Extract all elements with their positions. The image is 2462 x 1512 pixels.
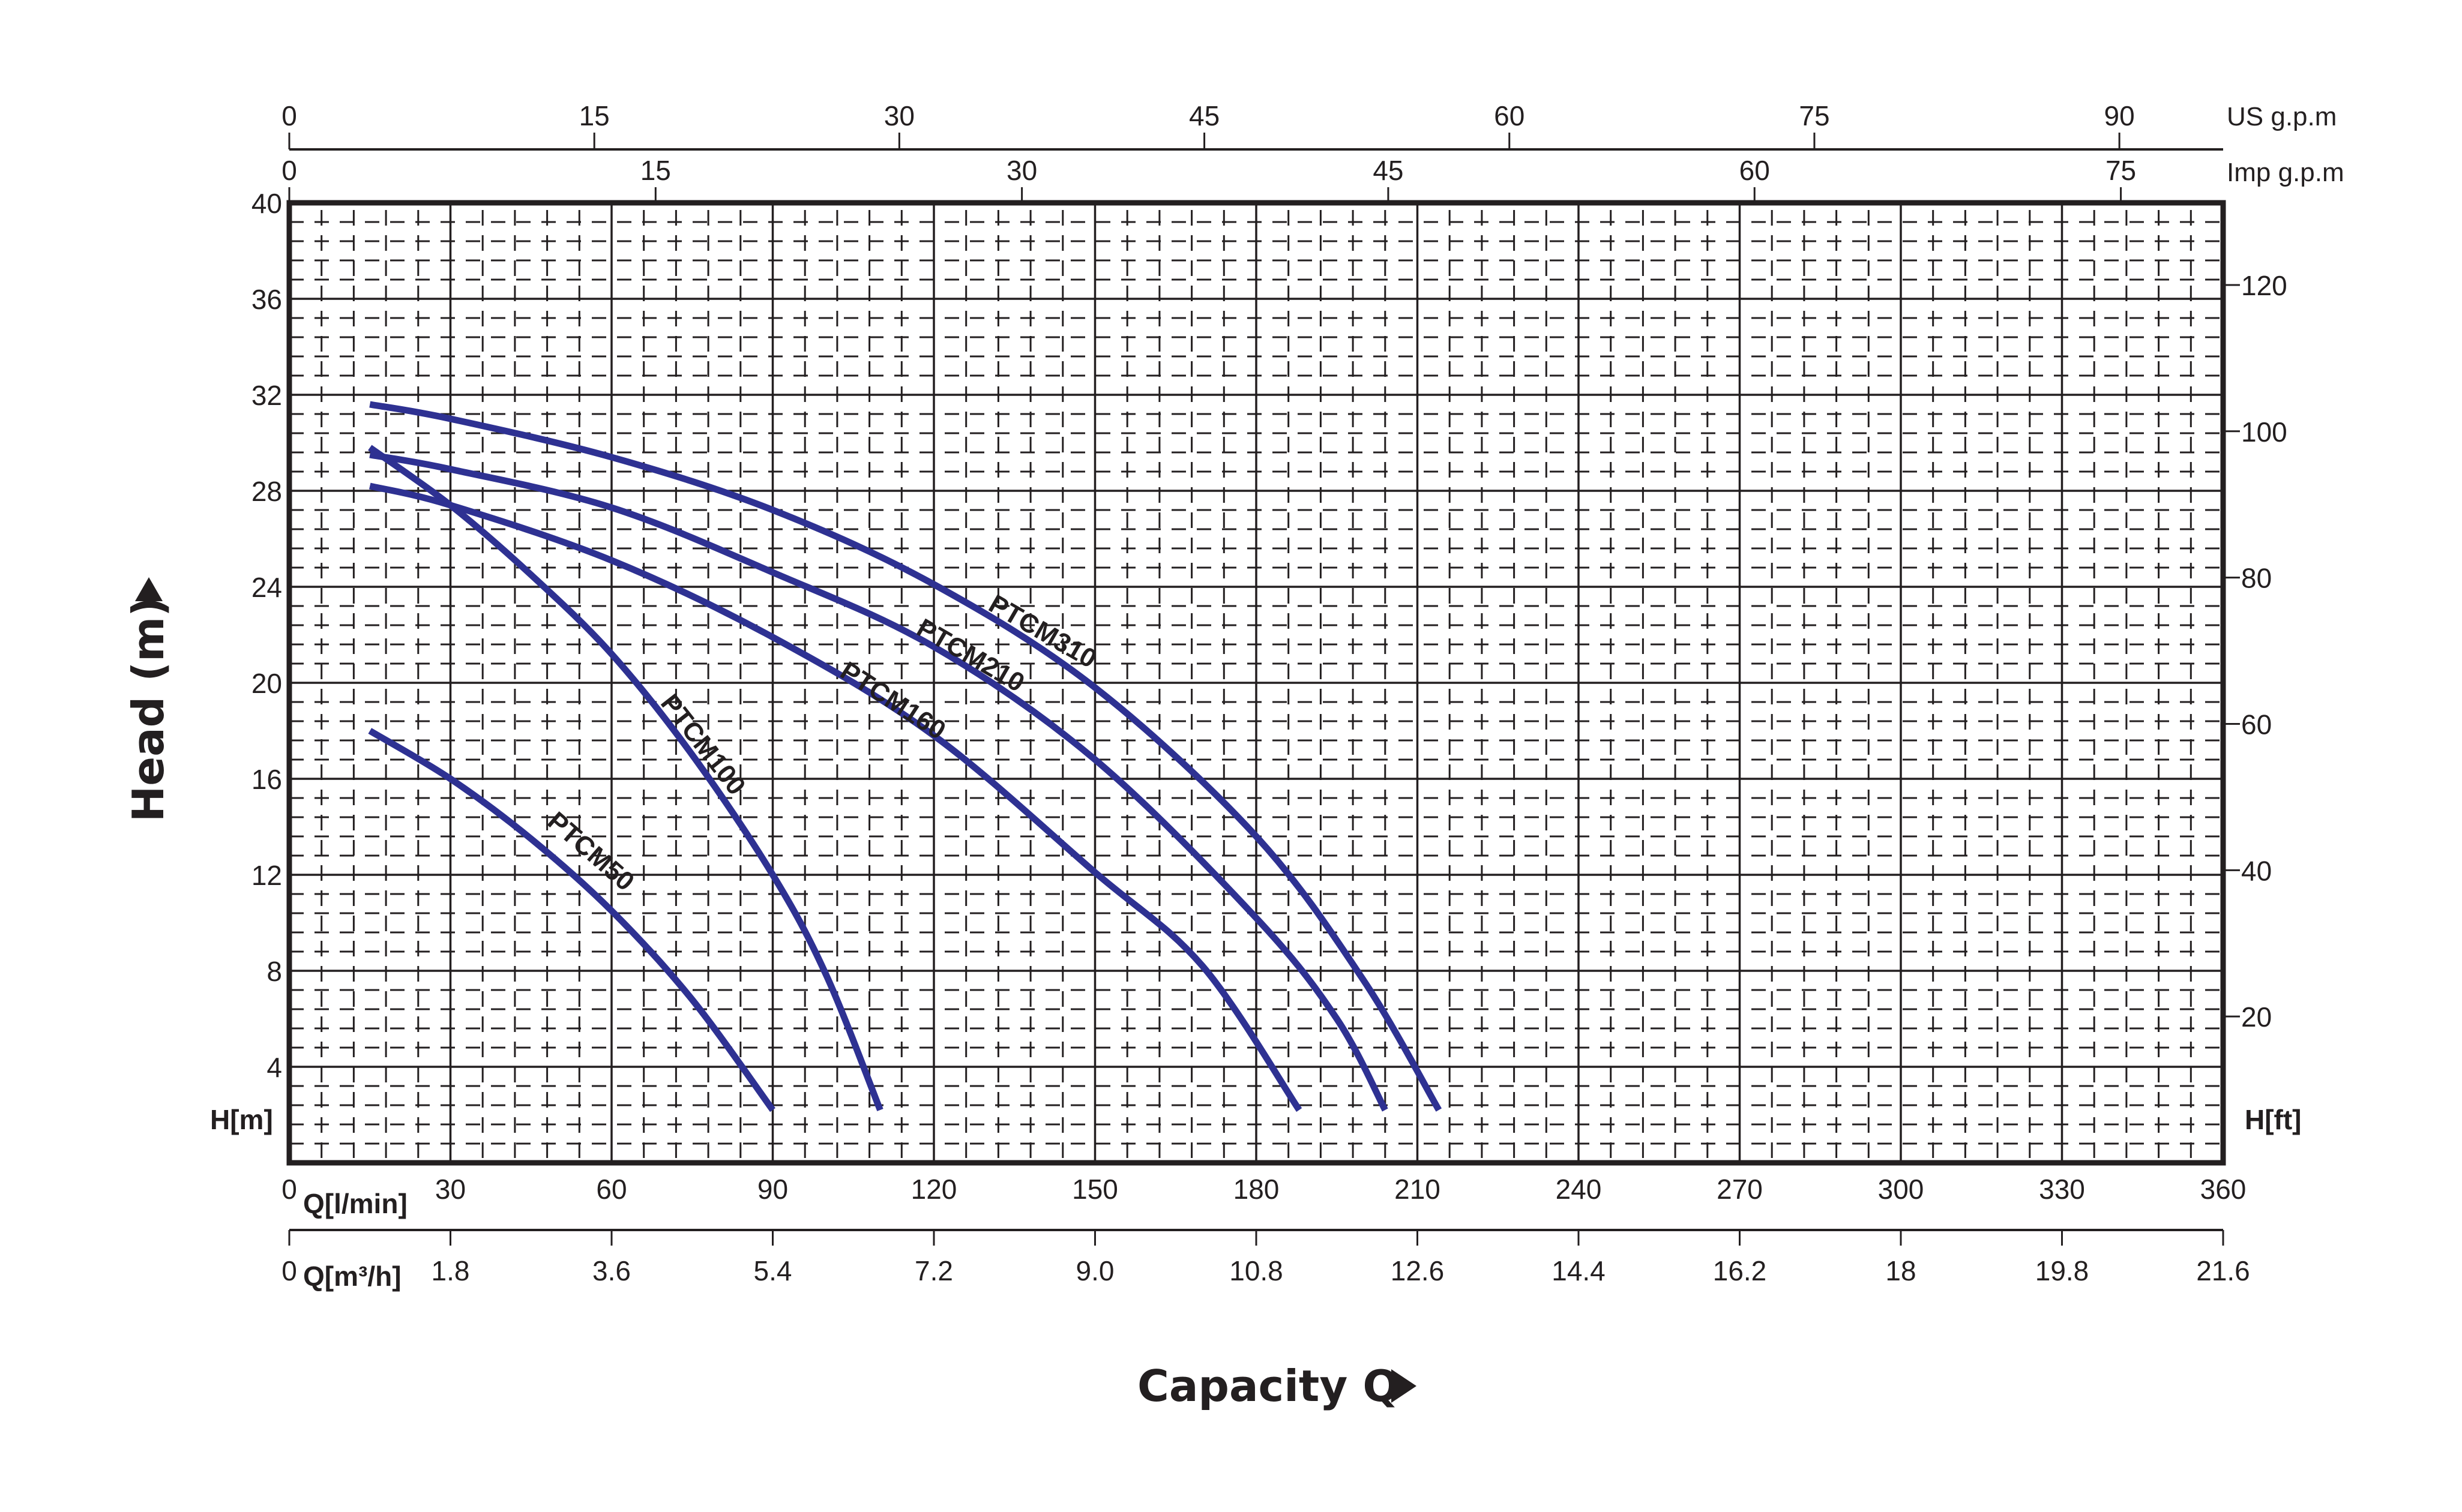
m3h-tick-label: 1.8: [432, 1255, 470, 1286]
x-tick-label: 120: [911, 1174, 957, 1205]
x-tick-label: 330: [2039, 1174, 2085, 1205]
imp-gpm-tick-label: 30: [1007, 155, 1037, 186]
m3h-tick-label: 10.8: [1229, 1255, 1283, 1286]
x-lmin-unit-label: Q[l/min]: [303, 1188, 408, 1219]
flow-us-gpm-axis: 0 15 30 45 60 75 90: [281, 100, 2223, 151]
x-axis-arrow-icon: [1391, 1369, 1416, 1403]
us-gpm-tick-label: 45: [1189, 100, 1220, 131]
curve-ptcm160: [369, 482, 1302, 1112]
curve-label-ptcm100: PTCM100: [655, 689, 751, 800]
plot-frame: [286, 200, 2226, 1166]
x-tick-label: 150: [1072, 1174, 1118, 1205]
y-axis-arrow-icon: [135, 577, 163, 601]
m3h-tick-label: 18: [1885, 1255, 1916, 1286]
m3h-tick-label: 5.4: [754, 1255, 792, 1286]
x-tick-label: 90: [757, 1174, 788, 1205]
curve-label-ptcm50: PTCM50: [542, 806, 640, 897]
y-tick-label: 8: [266, 956, 282, 987]
y-right-tick-label: 20: [2241, 1001, 2272, 1033]
x-tick-label: 60: [596, 1174, 627, 1205]
us-gpm-tick-label: 90: [2104, 100, 2135, 131]
y-right-tick-label: 40: [2241, 855, 2272, 886]
y-right-tick-label: 100: [2241, 416, 2287, 448]
head-ft-axis: 20 40 60 80 100 120: [2223, 270, 2287, 1033]
us-gpm-tick-label: 0: [281, 100, 297, 131]
m3h-tick-label: 3.6: [592, 1255, 631, 1286]
y-axis-title: Head (m): [123, 597, 173, 822]
y-right-unit-label: H[ft]: [2245, 1104, 2302, 1135]
y-tick-label: 12: [251, 860, 282, 891]
head-m-axis: 4 8 12 16 20 24 28 32 36 40: [251, 188, 282, 1083]
curve-ptcm100: [368, 445, 883, 1112]
y-tick-label: 4: [266, 1052, 282, 1083]
y-tick-label: 40: [251, 188, 282, 219]
imp-gpm-tick-label: 75: [2105, 155, 2136, 186]
flow-lmin-axis: 0 30 60 90 120 150 180 210 240 270 300 330 360: [281, 1174, 2246, 1205]
y-right-tick-label: 120: [2241, 270, 2287, 301]
x-tick-label: 0: [281, 1174, 297, 1205]
imp-gpm-tick-label: 60: [1739, 155, 1770, 186]
m3h-tick-label: 12.6: [1391, 1255, 1445, 1286]
y-right-tick-label: 80: [2241, 563, 2272, 594]
m3h-tick-label: 19.8: [2035, 1255, 2089, 1286]
x-axis-title: Capacity Q: [1137, 1361, 1400, 1411]
imp-gpm-tick-label: 45: [1373, 155, 1403, 186]
x-tick-label: 210: [1394, 1174, 1440, 1205]
m3h-tick-label: 7.2: [915, 1255, 953, 1286]
x-tick-label: 360: [2200, 1174, 2247, 1205]
y-tick-label: 24: [251, 572, 282, 603]
plot-border: [286, 200, 2226, 1166]
y-tick-label: 20: [251, 668, 282, 699]
us-gpm-tick-label: 15: [579, 100, 610, 131]
x-tick-label: 300: [1878, 1174, 1924, 1205]
x-tick-label: 240: [1556, 1174, 1602, 1205]
y-tick-label: 36: [251, 284, 282, 315]
x-tick-label: 180: [1233, 1174, 1280, 1205]
m3h-tick-label: 9.0: [1076, 1255, 1115, 1286]
curve-ptcm310: [369, 401, 1442, 1112]
imp-gpm-tick-label: 0: [281, 155, 297, 186]
y-right-tick-label: 60: [2241, 709, 2272, 740]
x-m3h-unit-label: Q[m³/h]: [303, 1261, 402, 1292]
y-tick-label: 32: [251, 380, 282, 411]
imp-gpm-tick-label: 15: [640, 155, 671, 186]
us-gpm-tick-label: 75: [1799, 100, 1829, 131]
us-gpm-tick-label: 60: [1494, 100, 1524, 131]
top-imp-gpm-unit-label: Imp g.p.m: [2227, 158, 2344, 187]
performance-curves: [368, 401, 1442, 1112]
x-tick-label: 270: [1717, 1174, 1763, 1205]
y-left-unit-label: H[m]: [210, 1104, 273, 1135]
y-tick-label: 28: [251, 476, 282, 507]
m3h-tick-label: 16.2: [1713, 1255, 1767, 1286]
major-grid: [289, 203, 2223, 1163]
curve-ptcm50: [368, 728, 775, 1112]
m3h-tick-label: 21.6: [2196, 1255, 2250, 1286]
flow-imp-gpm-axis: 0 15 30 45 60 75: [281, 155, 2136, 203]
m3h-tick-label: 14.4: [1552, 1255, 1606, 1286]
flow-m3h-axis: 0 1.8 3.6 5.4 7.2 9.0 10.8 12.6 14.4 16.2 18 19.8 21…: [281, 1229, 2250, 1286]
m3h-tick-label: 0: [281, 1255, 297, 1286]
x-tick-label: 30: [435, 1174, 466, 1205]
curve-ptcm210: [369, 451, 1388, 1112]
top-us-gpm-unit-label: US g.p.m: [2227, 102, 2337, 131]
y-tick-label: 16: [251, 764, 282, 795]
us-gpm-tick-label: 30: [884, 100, 915, 131]
